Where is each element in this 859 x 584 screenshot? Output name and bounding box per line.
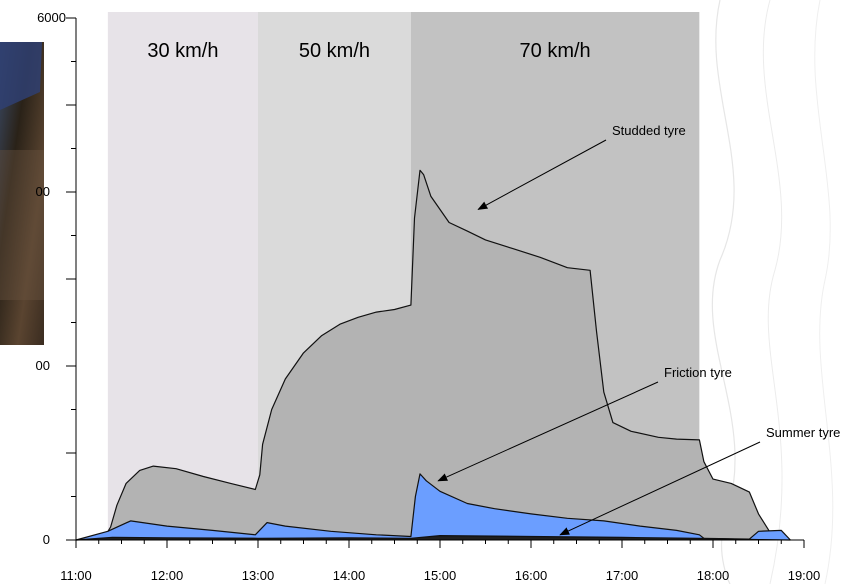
- annotations: Studded tyre Friction tyre Summer tyre: [437, 123, 840, 536]
- annotation-arrow: [559, 441, 761, 536]
- series-line-2: [75, 534, 791, 541]
- speed-band-label: 50 km/h: [299, 40, 370, 62]
- x-tick-label: 12:00: [151, 568, 184, 583]
- speed-band-label: 70 km/h: [520, 40, 591, 62]
- decorative-wave-right-2: [762, 0, 783, 584]
- series-area-2: [76, 535, 791, 540]
- annotation-arrow: [477, 139, 607, 210]
- x-tick-label: 15:00: [424, 568, 457, 583]
- x-tick-label: 16:00: [515, 568, 548, 583]
- y-tick-label: 00: [36, 184, 50, 199]
- annotation-arrow: [437, 381, 659, 482]
- series-layer: [75, 169, 791, 541]
- x-tick-label: 14:00: [333, 568, 366, 583]
- background-layer: [0, 0, 834, 584]
- speed-band-label: 30 km/h: [147, 40, 218, 62]
- series-line-1: [75, 473, 791, 541]
- annotation-label: Summer tyre: [766, 425, 840, 440]
- series-area-1: [76, 473, 791, 540]
- x-tick-label: 11:00: [60, 568, 92, 583]
- x-tick-label: 18:00: [697, 568, 730, 583]
- decorative-wave-right-3: [814, 0, 834, 584]
- annotation-label: Studded tyre: [612, 123, 686, 138]
- x-tick-label: 19:00: [788, 568, 821, 583]
- y-tick-label: 0: [43, 532, 50, 547]
- series-line-0: [75, 169, 778, 541]
- x-tick-label: 17:00: [606, 568, 639, 583]
- y-tick-label: 6000: [37, 10, 66, 25]
- x-tick-label: 13:00: [242, 568, 275, 583]
- speed-band-0: [107, 12, 258, 540]
- inset-photo: [0, 42, 44, 345]
- y-tick-label: 00: [36, 358, 50, 373]
- series-area-0: [76, 170, 777, 541]
- annotation-label: Friction tyre: [664, 365, 732, 380]
